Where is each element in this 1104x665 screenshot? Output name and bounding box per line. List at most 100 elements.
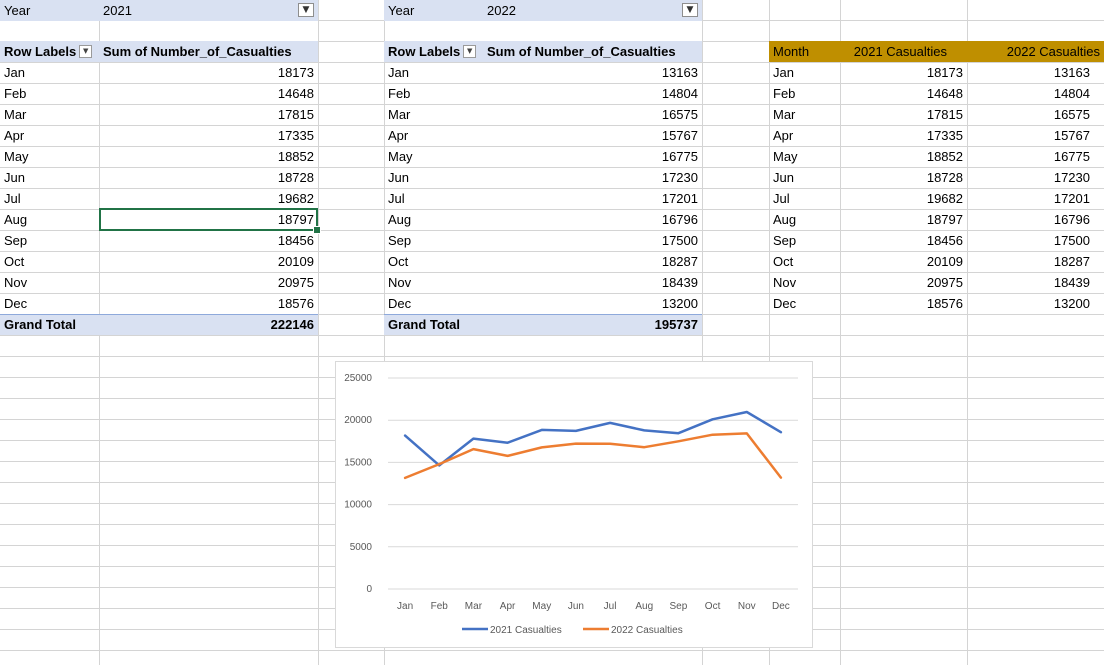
pivot-2022-row-label: Nov [388,275,412,290]
pivot-2022-row-value: 17500 [661,233,698,248]
summary-2022-value: 17230 [1053,170,1090,185]
active-cell-selection[interactable] [99,208,318,231]
pivot-2021-row-labels-header[interactable]: Row Labels ▼ [0,41,99,62]
summary-2022-value: 17500 [1053,233,1090,248]
x-tick-label: Aug [635,601,653,612]
pivot-2021-grand-total-label: Grand Total [4,317,76,332]
summary-month: May [773,149,798,164]
pivot-2021-row-value: 19682 [277,191,314,206]
chevron-down-icon[interactable]: ▼ [79,45,93,59]
summary-2022-value: 18287 [1053,254,1090,269]
summary-2021-value: 18852 [926,149,963,164]
x-tick-label: Feb [431,601,449,612]
pivot-2021-filter-button[interactable]: ▼ [298,3,314,17]
y-tick-label: 20000 [344,415,372,426]
x-tick-label: Dec [772,601,790,612]
summary-header-2021: 2021 Casualties [853,44,947,59]
pivot-2022-row-value: 14804 [661,86,698,101]
pivot-2022-row-value: 16796 [661,212,698,227]
x-tick-label: Jun [568,601,584,612]
summary-2021-value: 18728 [926,170,963,185]
series-line-2021 [403,410,783,467]
summary-month: Aug [773,212,797,227]
summary-month: Dec [773,296,797,311]
pivot-2022-row-value: 17230 [661,170,698,185]
pivot-2021-row-label: Jan [4,65,25,80]
pivot-2021-filter-value[interactable]: 2021 [103,3,132,18]
legend-label: 2022 Casualties [611,625,683,636]
pivot-2022-row-label: Mar [388,107,411,122]
y-tick-label: 10000 [344,500,372,511]
filter-icon: ▼ [686,5,694,15]
x-tick-label: Sep [670,601,688,612]
summary-2021-value: 18173 [926,65,963,80]
pivot-2021-row-value: 17815 [277,107,314,122]
summary-2021-value: 20109 [926,254,963,269]
summary-2021-value: 14648 [926,86,963,101]
pivot-2022-filter-bg [384,0,702,21]
summary-month: Jul [773,191,790,206]
casualties-line-chart[interactable]: 0 5000 10000 15000 20000 25000 Jan Feb Mar Apr May… [335,361,813,648]
pivot-2021-row-value: 14648 [277,86,314,101]
pivot-2022-row-value: 18287 [661,254,698,269]
summary-month: Jan [773,65,794,80]
pivot-2021-row-value: 18728 [277,170,314,185]
pivot-2021-row-value: 17335 [277,128,314,143]
pivot-2022-row-label: Sep [388,233,412,248]
pivot-2022-row-label: Jan [388,65,409,80]
summary-2021-value: 17815 [926,107,963,122]
x-tick-label: Oct [705,601,721,612]
pivot-2022-row-label: May [388,149,413,164]
summary-2022-value: 14804 [1053,86,1090,101]
pivot-2021-filter-bg [0,0,318,21]
summary-header-2022: 2022 Casualties [1006,44,1100,59]
x-tick-label: Jul [604,601,617,612]
y-tick-label: 5000 [350,542,373,553]
pivot-2022-row-label: Jun [388,170,409,185]
pivot-2021-row-label: Sep [4,233,28,248]
pivot-2021-row-label: Feb [4,86,27,101]
pivot-2021-row-value: 18852 [277,149,314,164]
summary-2021-value: 18456 [926,233,963,248]
summary-2022-value: 16575 [1053,107,1090,122]
summary-2022-value: 13200 [1053,296,1090,311]
x-tick-label: Jan [397,601,413,612]
pivot-2022-row-value: 13163 [661,65,698,80]
pivot-2021-sum-header: Sum of Number_of_Casualties [103,44,292,59]
pivot-2022-row-value: 17201 [661,191,698,206]
pivot-2022-grand-total-label: Grand Total [388,317,460,332]
summary-2021-value: 18576 [926,296,963,311]
pivot-2022-row-label: Aug [388,212,412,227]
pivot-2022-row-labels-header[interactable]: Row Labels ▼ [384,41,483,62]
chevron-down-icon[interactable]: ▼ [463,45,477,59]
y-tick-label: 25000 [344,373,372,384]
pivot-2022-row-label: Oct [388,254,409,269]
x-tick-label: Mar [465,601,483,612]
pivot-2021-grand-total-bg [0,314,318,335]
fill-handle[interactable] [313,226,321,234]
x-tick-label: Nov [738,601,756,612]
pivot-2022-row-value: 16575 [661,107,698,122]
x-tick-label: May [532,601,551,612]
pivot-2022-filter-value[interactable]: 2022 [487,3,516,18]
pivot-2021-row-value: 18456 [277,233,314,248]
pivot-2021-row-label: Oct [4,254,25,269]
pivot-2022-row-label: Feb [388,86,411,101]
pivot-2022-row-label: Apr [388,128,409,143]
summary-2022-value: 18439 [1053,275,1090,290]
pivot-2022-row-value: 18439 [661,275,698,290]
pivot-2021-row-label: Nov [4,275,28,290]
summary-month: Nov [773,275,797,290]
pivot-2021-grand-total-value: 222146 [270,317,314,332]
legend-label: 2021 Casualties [490,625,562,636]
summary-header-bg [769,41,1104,62]
pivot-2021-row-label: Mar [4,107,27,122]
summary-header-month: Month [773,44,810,59]
pivot-2022-grand-total-value: 195737 [654,317,698,332]
filter-icon: ▼ [302,5,310,15]
pivot-2021-row-label: May [4,149,29,164]
pivot-2022-filter-button[interactable]: ▼ [682,3,698,17]
pivot-2022-filter-label: Year [388,3,415,18]
pivot-2022-sum-header: Sum of Number_of_Casualties [487,44,676,59]
summary-2022-value: 13163 [1053,65,1090,80]
